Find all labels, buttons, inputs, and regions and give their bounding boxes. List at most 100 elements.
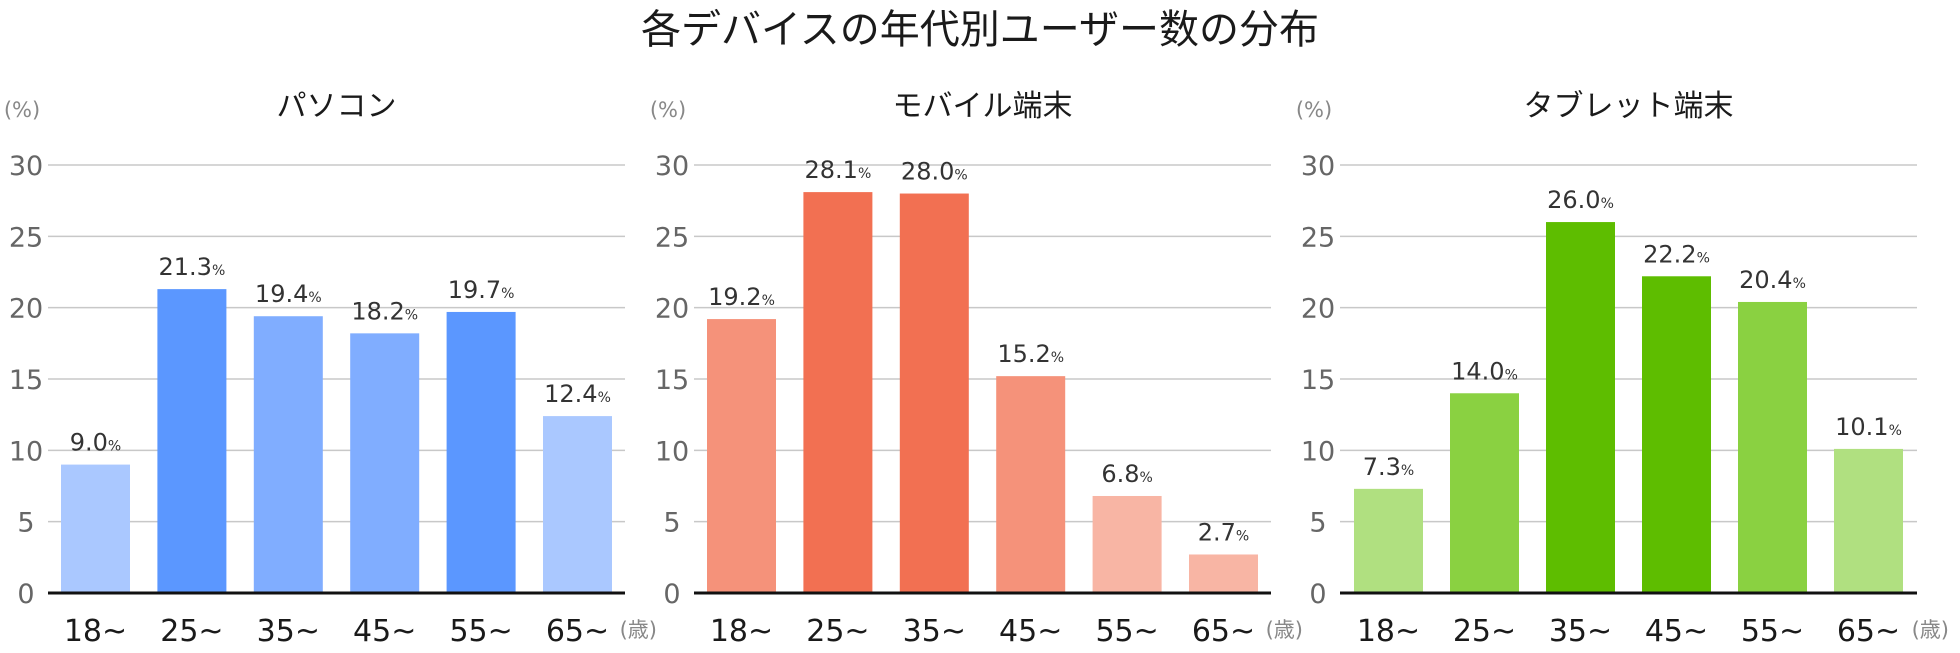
- data-label-value: 28.0: [901, 158, 954, 186]
- data-label-unit: %: [405, 307, 418, 323]
- x-axis-unit: (歳): [620, 618, 657, 642]
- data-label: 22.2%: [1643, 240, 1710, 268]
- y-tick-label: 10: [9, 436, 43, 467]
- y-tick-label: 15: [9, 365, 43, 396]
- data-label: 19.2%: [708, 283, 775, 311]
- x-tick-label: 65~: [1837, 614, 1900, 649]
- data-label-unit: %: [1140, 470, 1153, 486]
- y-tick-label: 20: [1301, 294, 1335, 325]
- data-label-value: 20.4: [1739, 266, 1792, 294]
- data-label-value: 22.2: [1643, 240, 1696, 268]
- data-label: 15.2%: [997, 340, 1064, 368]
- bar-55: [446, 311, 516, 593]
- data-label-unit: %: [1697, 250, 1710, 266]
- data-label: 2.7%: [1198, 518, 1249, 546]
- x-tick-label: 45~: [353, 614, 416, 649]
- data-label: 20.4%: [1739, 266, 1806, 294]
- data-label-value: 15.2: [997, 340, 1050, 368]
- data-label: 19.7%: [448, 276, 515, 304]
- chart-panel-1: パソコン (%) 0 5 10 15 20 25 30 9.0% 18~ 21.3% 25~ 19.4% 3…: [4, 89, 657, 649]
- data-label: 10.1%: [1835, 413, 1902, 441]
- y-tick-label: 25: [1301, 222, 1335, 253]
- x-tick-label: 65~: [1192, 614, 1255, 649]
- x-tick-label: 55~: [1741, 614, 1804, 649]
- bar-35: [1546, 222, 1615, 594]
- data-label-value: 19.7: [448, 276, 501, 304]
- x-tick-label: 35~: [903, 614, 966, 649]
- data-label-unit: %: [212, 263, 225, 279]
- data-label-value: 12.4: [544, 380, 597, 408]
- bar-18: [707, 319, 776, 593]
- data-label-value: 10.1: [1835, 413, 1888, 441]
- bar-55: [1738, 301, 1807, 593]
- data-label-value: 2.7: [1198, 518, 1236, 546]
- main-title: 各デバイスの年代別ユーザー数の分布: [641, 7, 1319, 53]
- data-label-unit: %: [1601, 196, 1614, 212]
- x-tick-label: 65~: [546, 614, 609, 649]
- data-label-value: 7.3: [1363, 453, 1401, 481]
- y-tick-label: 0: [17, 579, 34, 610]
- bar-25: [803, 192, 873, 593]
- data-label-unit: %: [598, 390, 611, 406]
- bar-35: [899, 193, 969, 594]
- x-tick-label: 18~: [64, 614, 127, 649]
- data-label-value: 21.3: [159, 253, 212, 281]
- data-label: 26.0%: [1547, 186, 1614, 214]
- data-label-unit: %: [1051, 350, 1064, 366]
- y-tick-label: 5: [663, 508, 680, 539]
- x-tick-label: 25~: [806, 614, 869, 649]
- x-tick-label: 25~: [1453, 614, 1516, 649]
- bar-65: [543, 416, 612, 593]
- data-label-value: 14.0: [1451, 357, 1504, 385]
- data-label-unit: %: [108, 439, 121, 455]
- data-label: 28.1%: [805, 156, 872, 184]
- bar-45: [996, 376, 1066, 593]
- panel-title: パソコン: [277, 89, 397, 124]
- data-label-unit: %: [501, 286, 514, 302]
- data-label-unit: %: [858, 166, 871, 182]
- bar-18: [1354, 488, 1423, 593]
- y-tick-label: 0: [663, 579, 680, 610]
- data-label-unit: %: [1889, 423, 1902, 439]
- bar-65: [1834, 448, 1903, 593]
- y-tick-label: 10: [1301, 436, 1335, 467]
- data-label-unit: %: [308, 290, 321, 306]
- panel-title: タブレット端末: [1524, 89, 1734, 124]
- x-axis-unit: (歳): [1912, 618, 1949, 642]
- data-label-value: 6.8: [1101, 460, 1139, 488]
- data-label-value: 28.1: [805, 156, 858, 184]
- chart-panel-3: タブレット端末 (%) 0 5 10 15 20 25 30 7.3% 18~ 14.0% 25~ 26.…: [1296, 89, 1949, 649]
- y-tick-label: 0: [1309, 579, 1326, 610]
- x-tick-label: 55~: [1095, 614, 1158, 649]
- y-tick-label: 30: [1301, 151, 1335, 182]
- data-label: 19.4%: [255, 280, 322, 308]
- y-tick-label: 10: [655, 436, 689, 467]
- data-label-value: 9.0: [70, 429, 108, 457]
- x-tick-label: 25~: [160, 614, 223, 649]
- data-label-unit: %: [1401, 463, 1414, 479]
- x-tick-label: 45~: [999, 614, 1062, 649]
- data-label: 14.0%: [1451, 357, 1518, 385]
- bar-18: [61, 464, 130, 593]
- data-label-value: 19.4: [255, 280, 308, 308]
- data-label-unit: %: [1793, 276, 1806, 292]
- x-tick-label: 55~: [449, 614, 512, 649]
- y-axis-unit: (%): [1296, 98, 1332, 122]
- data-label-unit: %: [762, 293, 775, 309]
- y-tick-label: 5: [17, 508, 34, 539]
- data-label-unit: %: [1505, 367, 1518, 383]
- bar-25: [157, 289, 227, 593]
- y-tick-label: 25: [9, 222, 43, 253]
- data-label: 12.4%: [544, 380, 611, 408]
- x-tick-label: 18~: [1357, 614, 1420, 649]
- x-axis-unit: (歳): [1266, 618, 1303, 642]
- y-tick-label: 20: [9, 294, 43, 325]
- data-label: 18.2%: [351, 297, 418, 325]
- data-label-unit: %: [954, 168, 967, 184]
- bar-45: [350, 333, 420, 593]
- data-label-value: 19.2: [708, 283, 761, 311]
- bar-55: [1092, 495, 1162, 593]
- data-label: 28.0%: [901, 158, 968, 186]
- bar-35: [253, 316, 323, 593]
